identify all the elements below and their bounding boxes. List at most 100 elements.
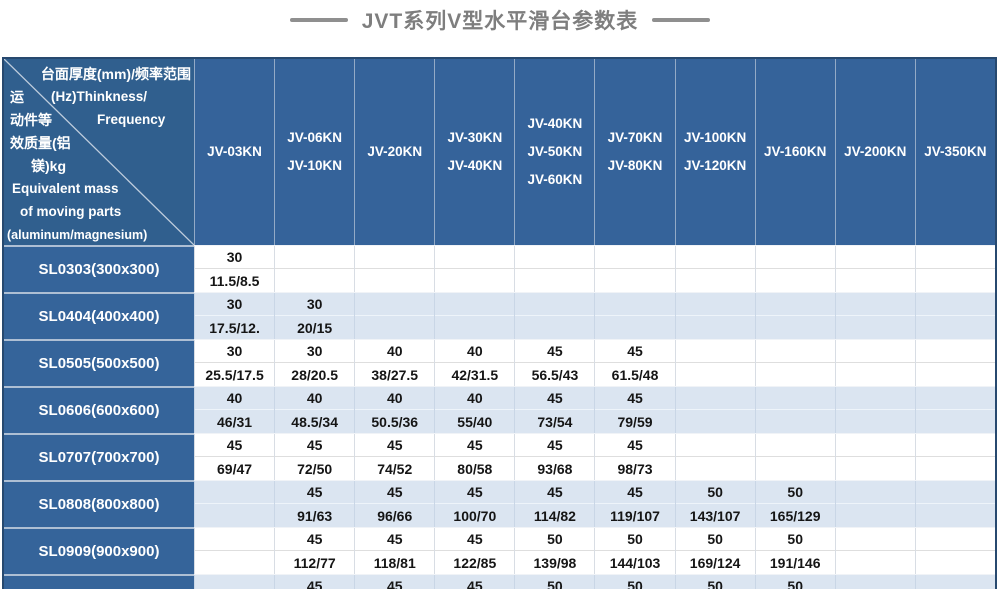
data-cell: 50 143/107 bbox=[674, 481, 755, 527]
diagonal-divider bbox=[4, 59, 194, 245]
row-model-label: SL0303(300x300) bbox=[4, 245, 194, 292]
frequency-value bbox=[676, 269, 755, 292]
data-cell bbox=[194, 575, 275, 589]
column-header: JV-200KN bbox=[834, 59, 915, 245]
thickness-value bbox=[915, 528, 995, 552]
frequency-value bbox=[355, 269, 434, 292]
data-cell bbox=[914, 481, 995, 527]
frequency-value bbox=[916, 269, 995, 292]
frequency-value bbox=[435, 269, 514, 292]
corner-line-frequency-en: Frequency bbox=[97, 112, 166, 127]
thickness-value: 30 bbox=[195, 340, 275, 364]
column-header: JV-20KN bbox=[354, 59, 435, 245]
frequency-value bbox=[836, 269, 915, 292]
row-cells: 30 25.5/17.5 30 28/20.5 40 38/27.5 40 42/31.5 45… bbox=[194, 339, 995, 386]
row-cells: 40 46/31 40 48.5/34 40 50.5/36 40 55/40 45 73/54 4… bbox=[194, 386, 995, 433]
data-cell bbox=[594, 246, 675, 292]
thickness-value: 40 bbox=[355, 340, 435, 364]
thickness-value: 45 bbox=[355, 528, 435, 552]
data-cell: 45 112/77 bbox=[274, 528, 355, 574]
data-cell bbox=[834, 434, 915, 480]
data-cell: 45 100/70 bbox=[434, 481, 515, 527]
thickness-value: 40 bbox=[435, 387, 515, 411]
frequency-value bbox=[836, 504, 915, 527]
table-body: SL0303(300x300) 30 11.5/8.5 SL0404(400x400)… bbox=[4, 245, 995, 589]
data-cell bbox=[434, 246, 515, 292]
frequency-value bbox=[595, 269, 674, 292]
thickness-value bbox=[835, 434, 915, 458]
column-header: JV-350KN bbox=[914, 59, 995, 245]
data-cell: 45 91/63 bbox=[274, 481, 355, 527]
data-cell: 45 119/107 bbox=[594, 481, 675, 527]
thickness-value bbox=[675, 340, 755, 364]
data-cell: 50 bbox=[674, 575, 755, 589]
frequency-value: 38/27.5 bbox=[371, 366, 419, 383]
data-cell bbox=[834, 481, 915, 527]
thickness-value: 30 bbox=[195, 246, 275, 270]
frequency-value: 96/66 bbox=[377, 507, 413, 524]
data-cell bbox=[274, 246, 355, 292]
column-header-label: JV-40KN bbox=[527, 116, 583, 131]
thickness-value: 45 bbox=[515, 481, 595, 505]
frequency-value: 139/98 bbox=[533, 554, 577, 571]
table-row: SL0808(800x800) 45 91/63 45 96/66 45 100/70 45 1… bbox=[4, 480, 995, 527]
thickness-value bbox=[595, 293, 675, 317]
data-cell: 50 144/103 bbox=[594, 528, 675, 574]
thickness-value: 50 bbox=[676, 575, 755, 589]
column-header-label: JV-03KN bbox=[207, 144, 262, 159]
data-cell: 50 165/129 bbox=[754, 481, 835, 527]
column-header: JV-160KN bbox=[754, 59, 835, 245]
thickness-value bbox=[515, 293, 595, 317]
frequency-value: 114/82 bbox=[533, 507, 576, 524]
column-header-label: JV-20KN bbox=[367, 144, 423, 159]
thickness-value: 50 bbox=[595, 528, 675, 552]
frequency-value: 42/31.5 bbox=[451, 366, 499, 383]
thickness-value bbox=[835, 340, 915, 364]
table-row: SL0707(700x700) 45 69/47 45 72/50 45 74/52 45 80… bbox=[4, 433, 995, 480]
thickness-value: 45 bbox=[355, 575, 434, 589]
thickness-value bbox=[275, 246, 355, 270]
thickness-value bbox=[755, 387, 835, 411]
thickness-value: 45 bbox=[435, 575, 514, 589]
thickness-value: 45 bbox=[595, 434, 675, 458]
frequency-value bbox=[916, 363, 995, 386]
thickness-value: 45 bbox=[275, 434, 355, 458]
data-cell: 50 bbox=[594, 575, 675, 589]
thickness-value bbox=[355, 246, 435, 270]
thickness-value bbox=[915, 481, 995, 505]
thickness-value bbox=[835, 481, 915, 505]
row-model-label: SL0404(400x400) bbox=[4, 292, 194, 339]
data-cell: 40 38/27.5 bbox=[354, 340, 435, 386]
data-cell bbox=[914, 340, 995, 386]
frequency-value: 91/63 bbox=[297, 507, 333, 524]
frequency-value: 48.5/34 bbox=[291, 413, 338, 430]
thickness-value bbox=[916, 575, 995, 589]
frequency-value bbox=[515, 269, 594, 292]
data-cell bbox=[914, 528, 995, 574]
frequency-value: 74/52 bbox=[377, 460, 413, 477]
column-header-label: JV-40KN bbox=[447, 158, 503, 173]
data-cell: 45 bbox=[354, 575, 435, 589]
data-cell bbox=[914, 387, 995, 433]
title-dash-left bbox=[289, 18, 348, 22]
data-cell bbox=[914, 293, 995, 339]
data-cell: 45 74/52 bbox=[354, 434, 435, 480]
thickness-value bbox=[755, 434, 835, 458]
data-cell bbox=[674, 340, 755, 386]
frequency-value: 20/15 bbox=[297, 319, 333, 336]
frequency-value bbox=[756, 457, 835, 480]
data-cell bbox=[754, 246, 835, 292]
row-cells: 45 112/77 45 118/81 45 122/85 50 139/98 50 144/10… bbox=[194, 527, 995, 574]
frequency-value bbox=[916, 410, 995, 433]
data-cell bbox=[834, 340, 915, 386]
data-cell bbox=[754, 387, 835, 433]
data-cell: 45 79/59 bbox=[594, 387, 675, 433]
data-cell: 45 bbox=[274, 575, 355, 589]
frequency-value bbox=[756, 316, 835, 339]
data-cell bbox=[434, 293, 515, 339]
thickness-value bbox=[435, 293, 515, 317]
corner-line-thickness-en: (Hz)Thinkness/ bbox=[51, 89, 148, 104]
thickness-value: 45 bbox=[515, 387, 595, 411]
thickness-value: 50 bbox=[515, 575, 594, 589]
